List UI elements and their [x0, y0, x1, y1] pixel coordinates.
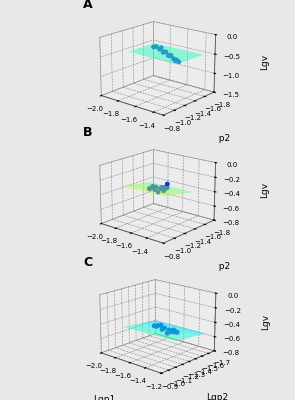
X-axis label: Lgp1: Lgp1: [95, 138, 117, 147]
Y-axis label: Lgp2: Lgp2: [208, 262, 230, 271]
Y-axis label: Lgp2: Lgp2: [208, 134, 230, 143]
Text: C: C: [83, 256, 92, 269]
Text: B: B: [83, 126, 93, 139]
X-axis label: Lgp1: Lgp1: [93, 395, 115, 400]
Text: A: A: [83, 0, 93, 11]
Y-axis label: Lgp2: Lgp2: [206, 393, 229, 400]
X-axis label: Lgp1: Lgp1: [95, 266, 117, 275]
